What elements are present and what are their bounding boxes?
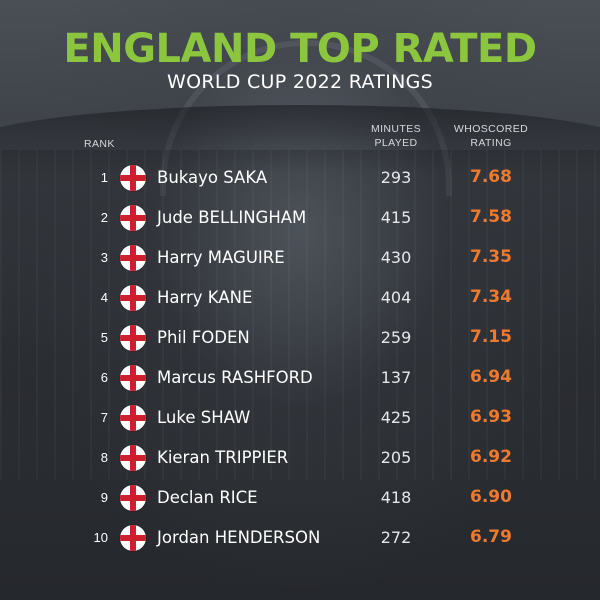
stadium-stand-decoration [0,150,600,480]
rating-header-line1: WHOSCORED [453,123,529,135]
england-flag-icon [120,405,146,431]
player-row: 3 Harry MAGUIRE 430 7.35 [0,238,600,278]
england-flag-icon [120,365,146,391]
player-rank: 2 [100,210,108,225]
player-row: 2 Jude BELLINGHAM 415 7.58 [0,198,600,238]
page-subtitle: WORLD CUP 2022 RATINGS [166,71,434,93]
player-row: 7 Luke SHAW 425 6.93 [0,398,600,438]
england-flag-icon [120,205,146,231]
player-name: Luke SHAW [157,408,251,427]
player-name: Jordan HENDERSON [157,528,321,547]
minutes-played: 425 [380,408,412,427]
player-rank: 10 [93,530,108,545]
player-row: 6 Marcus RASHFORD 137 6.94 [0,358,600,398]
whoscored-rating: 6.94 [470,367,512,387]
whoscored-rating: 7.34 [470,287,512,307]
rating-header-line2: RATING [470,137,512,149]
whoscored-rating: 7.58 [470,207,512,227]
player-row: 5 Phil FODEN 259 7.15 [0,318,600,358]
player-name: Phil FODEN [157,328,250,347]
player-name: Declan RICE [157,488,258,507]
player-row: 1 Bukayo SAKA 293 7.68 [0,158,600,198]
whoscored-rating: 6.92 [470,447,512,467]
player-rank: 1 [100,170,108,185]
minutes-played: 137 [380,368,412,387]
minutes-played: 418 [380,488,412,507]
rank-column-header: RANK [84,138,115,150]
player-rank: 8 [100,450,108,465]
whoscored-rating: 6.90 [470,487,512,507]
player-row: 9 Declan RICE 418 6.90 [0,478,600,518]
player-rank: 5 [100,330,108,345]
player-row: 4 Harry KANE 404 7.34 [0,278,600,318]
player-rank: 4 [100,290,108,305]
player-name: Harry MAGUIRE [157,248,285,267]
whoscored-rating: 6.79 [470,527,512,547]
england-flag-icon [120,445,146,471]
player-name: Bukayo SAKA [157,168,268,187]
player-rank: 7 [100,410,108,425]
whoscored-rating: 7.35 [470,247,512,267]
minutes-played: 205 [380,448,412,467]
player-name: Jude BELLINGHAM [157,208,307,227]
whoscored-rating: 7.15 [470,327,512,347]
page-title: ENGLAND TOP RATED [63,26,537,72]
player-name: Harry KANE [157,288,253,307]
whoscored-rating: 7.68 [470,167,512,187]
england-flag-icon [120,285,146,311]
minutes-played: 293 [380,168,412,187]
rating-column-header: WHOSCORED RATING [445,122,537,150]
england-flag-icon [120,245,146,271]
minutes-played: 404 [380,288,412,307]
player-row: 8 Kieran TRIPPIER 205 6.92 [0,438,600,478]
minutes-header-line1: MINUTES [370,123,422,135]
minutes-played: 272 [380,528,412,547]
minutes-column-header: MINUTES PLAYED [356,122,436,150]
player-rank: 9 [100,490,108,505]
player-rank: 6 [100,370,108,385]
england-flag-icon [120,485,146,511]
player-rank: 3 [100,250,108,265]
stadium-roof-decoration [0,105,600,175]
minutes-header-line2: PLAYED [374,137,418,149]
player-row: 10 Jordan HENDERSON 272 6.79 [0,518,600,558]
england-flag-icon [120,525,146,551]
player-list: 1 Bukayo SAKA 293 7.68 2 Jude BELLINGHAM 415 7.… [0,158,600,558]
player-name: Kieran TRIPPIER [157,448,289,467]
england-flag-icon [120,325,146,351]
player-name: Marcus RASHFORD [157,368,313,387]
minutes-played: 415 [380,208,412,227]
minutes-played: 259 [380,328,412,347]
minutes-played: 430 [380,248,412,267]
whoscored-rating: 6.93 [470,407,512,427]
england-flag-icon [120,165,146,191]
